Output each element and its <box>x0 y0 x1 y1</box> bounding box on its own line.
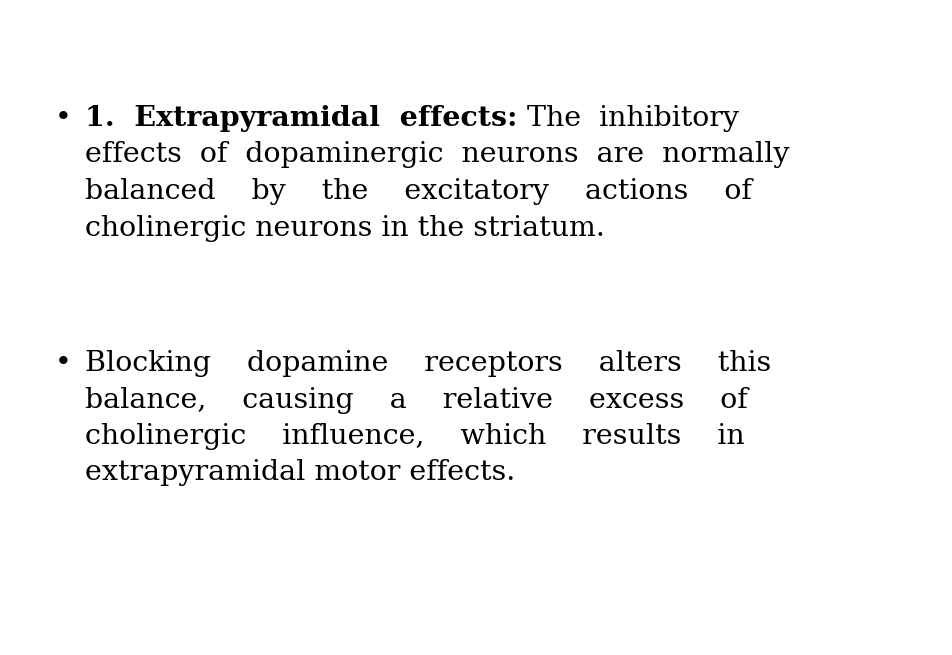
Text: 1.  Extrapyramidal  effects:: 1. Extrapyramidal effects: <box>85 105 517 132</box>
Text: cholinergic    influence,    which    results    in: cholinergic influence, which results in <box>85 423 744 450</box>
Text: balance,    causing    a    relative    excess    of: balance, causing a relative excess of <box>85 386 747 413</box>
Text: cholinergic neurons in the striatum.: cholinergic neurons in the striatum. <box>85 214 605 242</box>
Text: •: • <box>55 350 71 377</box>
Text: effects  of  dopaminergic  neurons  are  normally: effects of dopaminergic neurons are norm… <box>85 141 788 168</box>
Text: Blocking    dopamine    receptors    alters    this: Blocking dopamine receptors alters this <box>85 350 770 377</box>
Text: The  inhibitory: The inhibitory <box>517 105 738 132</box>
Text: •: • <box>55 105 71 132</box>
Text: balanced    by    the    excitatory    actions    of: balanced by the excitatory actions of <box>85 178 751 205</box>
Text: extrapyramidal motor effects.: extrapyramidal motor effects. <box>85 460 515 487</box>
